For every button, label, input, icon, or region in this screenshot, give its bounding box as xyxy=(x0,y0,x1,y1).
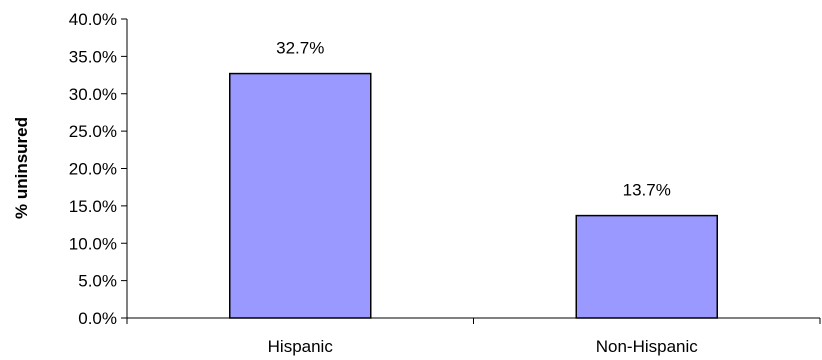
bars xyxy=(229,72,718,319)
data-labels: 32.7% 13.7% xyxy=(276,39,671,200)
bar xyxy=(229,72,372,319)
y-tick-label: 20.0% xyxy=(69,160,117,179)
x-category-label: Hispanic xyxy=(268,337,334,356)
bar xyxy=(575,214,718,319)
data-label: 32.7% xyxy=(276,39,324,58)
y-tick-label: 25.0% xyxy=(69,122,117,141)
y-tick-label: 40.0% xyxy=(69,10,117,29)
data-label: 13.7% xyxy=(623,181,671,200)
category-labels: Hispanic Non-Hispanic xyxy=(268,337,699,356)
y-axis-ticks: 0.0% 5.0% 10.0% 15.0% 20.0% 25.0% 30.0% 35.0% 40… xyxy=(69,10,127,328)
y-axis-title: % uninsured xyxy=(12,117,31,219)
y-tick-label: 35.0% xyxy=(69,47,117,66)
axes xyxy=(126,19,821,324)
x-category-label: Non-Hispanic xyxy=(596,337,699,356)
y-tick-label: 10.0% xyxy=(69,234,117,253)
y-tick-label: 0.0% xyxy=(78,309,117,328)
y-tick-label: 15.0% xyxy=(69,197,117,216)
y-tick-label: 30.0% xyxy=(69,85,117,104)
y-tick-label: 5.0% xyxy=(78,272,117,291)
